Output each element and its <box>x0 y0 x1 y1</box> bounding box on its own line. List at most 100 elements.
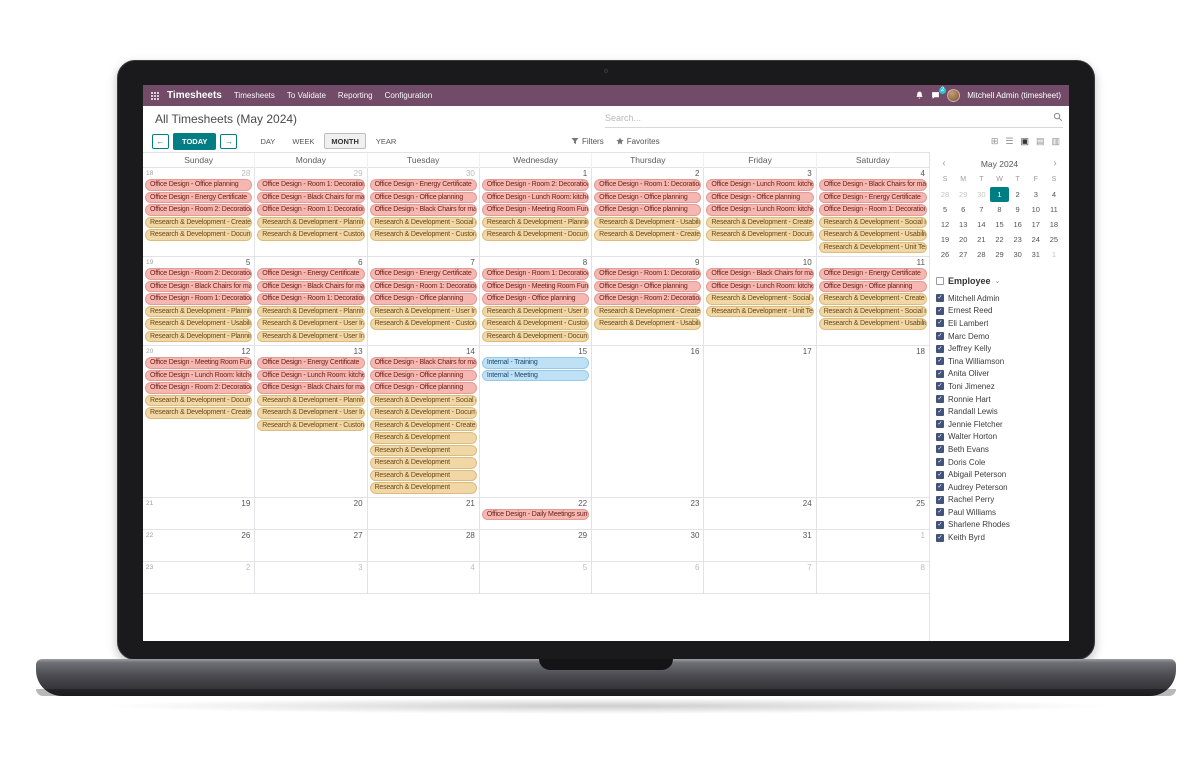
calendar-day-cell[interactable]: 30 Office Design - Energy Certificate Offi… <box>368 168 480 256</box>
employee-item[interactable]: ✓ Ernest Reed <box>936 305 1063 318</box>
employee-item[interactable]: ✓ Jennie Fletcher <box>936 418 1063 431</box>
employee-item[interactable]: ✓ Abigail Peterson <box>936 468 1063 481</box>
search-icon[interactable] <box>1053 109 1063 127</box>
calendar-event[interactable]: Office Design - Daily Meetings sum... <box>481 508 590 520</box>
calendar-day-cell[interactable]: 4 Office Design - Black Chairs for ma... O… <box>817 168 929 256</box>
calendar-event[interactable]: Office Design - Black Chairs for ma... <box>257 382 365 394</box>
calendar-event[interactable]: Research & Development - Plannin... <box>257 216 365 228</box>
calendar-day-cell[interactable]: 29 <box>480 529 593 561</box>
employee-select-all-checkbox[interactable] <box>936 277 944 285</box>
calendar-event[interactable]: Office Design - Black Chairs for ma... <box>706 268 814 280</box>
calendar-event[interactable]: Office Design - Black Chairs for ma... <box>369 204 477 216</box>
mini-calendar-day[interactable]: 3 <box>1033 190 1038 199</box>
calendar-event[interactable]: Research & Development - Create ... <box>594 229 702 241</box>
calendar-event[interactable]: Internal - Meeting <box>481 369 590 381</box>
calendar-day-cell[interactable]: 29 Office Design - Room 1: Decoration Offi… <box>255 168 368 256</box>
calendar-day-cell[interactable]: 7 <box>704 561 817 593</box>
calendar-day-cell[interactable]: 30 <box>592 529 705 561</box>
employee-item[interactable]: ✓ Tina Williamson <box>936 355 1063 368</box>
mini-calendar-day[interactable]: 6 <box>961 205 966 214</box>
calendar-event[interactable]: Office Design - Black Chairs for ma... <box>257 280 365 292</box>
mini-calendar-day[interactable]: 14 <box>977 220 986 229</box>
calendar-event[interactable]: Research & Development - Plannin... <box>257 394 365 406</box>
kanban-view-icon[interactable]: ⊞ <box>990 135 999 146</box>
employee-checkbox[interactable]: ✓ <box>936 495 944 504</box>
calendar-event[interactable]: Office Design - Lunch Room: kitchen <box>145 369 253 381</box>
mini-calendar-day[interactable]: 27 <box>959 250 968 259</box>
calendar-day-cell[interactable]: 7 Office Design - Energy Certificate Offic… <box>368 257 480 345</box>
bell-icon[interactable] <box>915 91 924 100</box>
calendar-day-cell[interactable]: 17 <box>704 346 817 497</box>
employee-item[interactable]: ✓ Eli Lambert <box>936 317 1063 330</box>
employee-checkbox[interactable]: ✓ <box>936 382 944 391</box>
calendar-event[interactable]: Research & Development - Docume... <box>145 229 253 241</box>
calendar-day-cell[interactable]: 1 <box>817 530 929 561</box>
employee-item[interactable]: ✓ Keith Byrd <box>936 531 1063 544</box>
calendar-event[interactable]: Office Design - Lunch Room: kitchen <box>481 191 590 203</box>
calendar-event[interactable]: Office Design - Energy Certificate <box>369 179 477 191</box>
calendar-event[interactable]: Research & Development - Usabilit... <box>594 318 702 330</box>
mini-calendar-day[interactable]: 8 <box>997 205 1002 214</box>
calendar-event[interactable]: Research & Development - Usabilit... <box>818 318 927 330</box>
calendar-event[interactable]: Office Design - Room 1: Decoration <box>594 268 702 280</box>
calendar-event[interactable]: Internal - Training <box>481 357 590 369</box>
mini-calendar-day[interactable]: 25 <box>1049 235 1059 244</box>
calendar-event[interactable]: Research & Development - Social n... <box>369 216 477 228</box>
calendar-event[interactable]: Office Design - Office planning <box>145 179 253 191</box>
employee-item[interactable]: ✓ Audrey Peterson <box>936 481 1063 494</box>
calendar-event[interactable]: Office Design - Room 1: Decoration <box>257 179 365 191</box>
calendar-event[interactable]: Office Design - Room 1: Decoration <box>594 179 702 191</box>
calendar-event[interactable]: Office Design - Office planning <box>369 382 477 394</box>
employee-checkbox[interactable]: ✓ <box>936 483 944 492</box>
calendar-event[interactable]: Research & Development - Docum... <box>481 330 590 342</box>
employee-checkbox[interactable]: ✓ <box>936 432 944 441</box>
calendar-event[interactable]: Office Design - Black Chairs for ma... <box>818 179 927 191</box>
calendar-day-cell[interactable]: 23 <box>592 497 705 529</box>
nav-menu-item[interactable]: Configuration <box>384 91 433 100</box>
calendar-event[interactable]: Research & Development - Social n... <box>369 394 477 406</box>
employee-checkbox[interactable]: ✓ <box>936 420 944 429</box>
calendar-event[interactable]: Research & Development - Custom... <box>257 419 365 431</box>
mini-calendar-day[interactable]: 30 <box>1013 250 1022 259</box>
favorites-button[interactable]: Favorites <box>616 137 660 146</box>
calendar-day-cell[interactable]: 25 <box>817 498 929 529</box>
mini-calendar-day[interactable]: 12 <box>940 220 950 229</box>
mini-calendar-day[interactable]: 19 <box>940 235 950 244</box>
calendar-event[interactable]: Office Design - Black Chairs for ma... <box>257 191 365 203</box>
calendar-event[interactable]: Research & Development - Social n... <box>818 305 927 317</box>
employee-item[interactable]: ✓ Jeffrey Kelly <box>936 342 1063 355</box>
calendar-day-cell[interactable]: 16 <box>592 346 705 497</box>
calendar-event[interactable]: Office Design - Room 1: Decoration <box>257 293 365 305</box>
calendar-event[interactable]: Research & Development - Plannin... <box>257 305 365 317</box>
calendar-event[interactable]: Research & Development - Custom... <box>257 229 365 241</box>
mini-calendar-day[interactable]: 20 <box>959 235 968 244</box>
calendar-event[interactable]: Office Design - Meeting Room Furn... <box>481 280 590 292</box>
calendar-event[interactable]: Office Design - Energy Certificate <box>257 268 365 280</box>
employee-filter-header[interactable]: Employee ⌄ <box>936 276 1063 286</box>
calendar-day-cell[interactable]: 18 <box>817 346 929 497</box>
calendar-event[interactable]: Research & Development - Docum... <box>481 229 590 241</box>
mini-calendar-day[interactable]: 9 <box>1015 205 1020 214</box>
employee-checkbox[interactable]: ✓ <box>936 306 944 315</box>
calendar-event[interactable]: Research & Development - Plannin... <box>145 305 253 317</box>
calendar-day-cell[interactable]: 2 Office Design - Room 1: Decoration Offic… <box>592 168 705 256</box>
employee-item[interactable]: ✓ Ronnie Hart <box>936 393 1063 406</box>
employee-checkbox[interactable]: ✓ <box>936 458 944 467</box>
employee-item[interactable]: ✓ Anita Oliver <box>936 368 1063 381</box>
calendar-event[interactable]: Research & Development - Create n... <box>818 293 927 305</box>
calendar-event[interactable]: Research & Development - Custom... <box>481 318 590 330</box>
calendar-day-cell[interactable]: 20 <box>255 497 368 529</box>
calendar-event[interactable]: Office Design - Room 2: Decoration <box>594 293 702 305</box>
calendar-event[interactable]: Office Design - Room 1: Decoration <box>145 293 253 305</box>
employee-checkbox[interactable]: ✓ <box>936 369 944 378</box>
mini-calendar-day[interactable]: 7 <box>979 205 984 214</box>
calendar-event[interactable]: Research & Development - Custom... <box>369 318 477 330</box>
calendar-event[interactable]: Office Design - Room 1: Decoration <box>257 204 365 216</box>
employee-checkbox[interactable]: ✓ <box>936 395 944 404</box>
mini-calendar-day[interactable]: 28 <box>977 250 986 259</box>
calendar-event[interactable]: Research & Development - Create ... <box>706 216 814 228</box>
calendar-event[interactable]: Office Design - Meeting Room Furn... <box>481 204 590 216</box>
employee-checkbox[interactable]: ✓ <box>936 332 944 341</box>
calendar-event[interactable]: Office Design - Lunch Room: kitchen <box>706 280 814 292</box>
calendar-day-cell[interactable]: 21 19 <box>143 497 256 529</box>
